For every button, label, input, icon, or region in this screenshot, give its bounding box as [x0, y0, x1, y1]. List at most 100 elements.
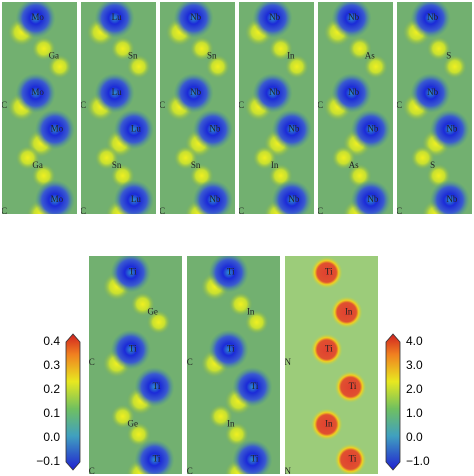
atom-label: Ti — [325, 344, 333, 354]
atom-label: As — [349, 160, 359, 170]
atom-label: In — [247, 306, 255, 316]
panel: Nb In Nb Nb In Nb C C — [237, 0, 316, 216]
panel-body: Nb Sn Nb Nb Sn Nb C C — [159, 1, 236, 216]
atom-blob — [331, 145, 356, 170]
atom-blob — [232, 367, 273, 407]
atom-blob — [15, 73, 56, 114]
colorbar-tick: 3.0 — [406, 358, 423, 372]
atom-blob — [330, 296, 363, 329]
atom-label: Nb — [288, 194, 299, 204]
edge-label: C — [80, 100, 86, 110]
atom-blob — [350, 180, 391, 215]
atom-blob — [410, 1, 451, 39]
atom-label: Lu — [112, 12, 122, 22]
atom-label: In — [227, 418, 235, 428]
atom-label: In — [271, 160, 279, 170]
edge-label: C — [187, 357, 193, 367]
atom-label: Ti — [227, 267, 235, 277]
panel-border — [283, 254, 380, 476]
panel-body: Ti Ge Ti Ti Ge Ti C C — [88, 255, 183, 475]
atom-blob — [173, 1, 214, 39]
atom-blob — [47, 54, 72, 79]
panel: Lu Sn Lu Lu Sn Lu C C — [79, 0, 158, 216]
atom-label: In — [325, 418, 333, 428]
edge-label: C — [159, 206, 165, 216]
atom-label: Nb — [269, 87, 280, 97]
edge-label: C — [238, 206, 244, 216]
atom-blob — [34, 109, 75, 150]
atom-blob — [310, 256, 343, 289]
atom-label: Nb — [190, 12, 201, 22]
edge-label: N — [285, 357, 292, 367]
atom-blob — [310, 408, 343, 441]
atom-blob — [208, 404, 233, 429]
atom-label: Mo — [51, 123, 64, 133]
atom-label: Nb — [446, 123, 457, 133]
edge-label: C — [187, 466, 193, 476]
panel-border — [237, 0, 316, 216]
atom-blob — [31, 36, 56, 61]
atom-blob — [442, 54, 467, 79]
panel-body: Ti In Ti Ti In Ti C C — [186, 255, 281, 476]
atom-label: Ga — [32, 160, 43, 170]
panel-border — [0, 0, 79, 216]
panel-border — [185, 254, 282, 476]
atom-blob — [110, 255, 151, 293]
atom-blob — [192, 180, 233, 215]
atom-label: Nb — [209, 123, 220, 133]
panel-body: Nb In Nb Nb In Nb C C — [238, 1, 315, 216]
panel-body: Mo Ga Mo Mo Ga Mo C C — [1, 1, 78, 215]
atom-label: Lu — [112, 87, 122, 97]
panel-border — [158, 0, 237, 216]
atom-label: Ti — [129, 267, 137, 277]
atom-label: Nb — [367, 123, 378, 133]
atom-blob — [208, 329, 249, 370]
atom-label: Ge — [147, 306, 158, 316]
atom-label: Mo — [31, 12, 44, 22]
atom-blob — [208, 255, 249, 293]
atom-label: Nb — [209, 194, 220, 204]
atom-blob — [126, 422, 151, 447]
atom-label: Ti — [129, 344, 137, 354]
edge-label: C — [396, 100, 402, 110]
panel-border — [395, 0, 474, 216]
atom-blob — [232, 439, 273, 475]
atom-blob — [410, 73, 451, 114]
edge-label: C — [1, 100, 7, 110]
atom-label: In — [287, 51, 295, 61]
atom-label: Sn — [128, 51, 138, 61]
atom-blob — [113, 180, 154, 215]
edge-label: C — [317, 100, 323, 110]
atom-label: Ti — [349, 381, 357, 391]
atom-label: Nb — [190, 87, 201, 97]
atom-blob — [110, 329, 151, 370]
atom-blob — [284, 54, 309, 79]
atom-blob — [134, 439, 175, 475]
atom-blob — [271, 180, 312, 215]
colorbar-tick: 0.0 — [43, 430, 60, 444]
atom-label: In — [345, 306, 353, 316]
atom-label: Ti — [325, 267, 333, 277]
atom-blob — [110, 404, 135, 429]
colorbar-tick: −1.0 — [406, 454, 430, 468]
edge-label: N — [285, 466, 292, 476]
atom-blob — [224, 422, 249, 447]
atom-label: Lu — [131, 123, 141, 133]
atom-label: S — [446, 51, 451, 61]
atom-blob — [331, 1, 372, 39]
panel-border — [87, 254, 184, 476]
atom-label: Nb — [269, 12, 280, 22]
panel: Mo Ga Mo Mo Ga Mo C C — [0, 0, 79, 216]
edge-label: C — [159, 100, 165, 110]
panel-body: Nb S Nb Nb S Nb C C — [396, 1, 473, 216]
colorbar-tick: 0.0 — [406, 430, 423, 444]
edge-label: C — [396, 206, 402, 216]
colorbar-tick: 0.1 — [43, 406, 60, 420]
atom-label: Mo — [51, 194, 64, 204]
atom-blob — [113, 109, 154, 150]
panel: Nb S Nb Nb S Nb C C — [395, 0, 474, 216]
colorbar — [65, 333, 81, 471]
atom-blob — [252, 145, 277, 170]
atom-label: Ga — [49, 51, 60, 61]
